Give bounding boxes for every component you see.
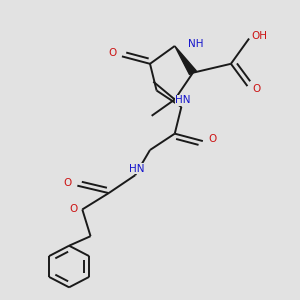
Polygon shape <box>175 46 196 75</box>
Text: OH: OH <box>252 31 268 40</box>
Text: O: O <box>63 178 72 188</box>
Text: O: O <box>208 134 217 144</box>
Text: O: O <box>108 48 116 59</box>
Text: HN: HN <box>175 95 191 105</box>
Text: O: O <box>253 84 261 94</box>
Text: HN: HN <box>129 164 145 174</box>
Text: O: O <box>69 204 77 214</box>
Text: NH: NH <box>188 39 203 49</box>
